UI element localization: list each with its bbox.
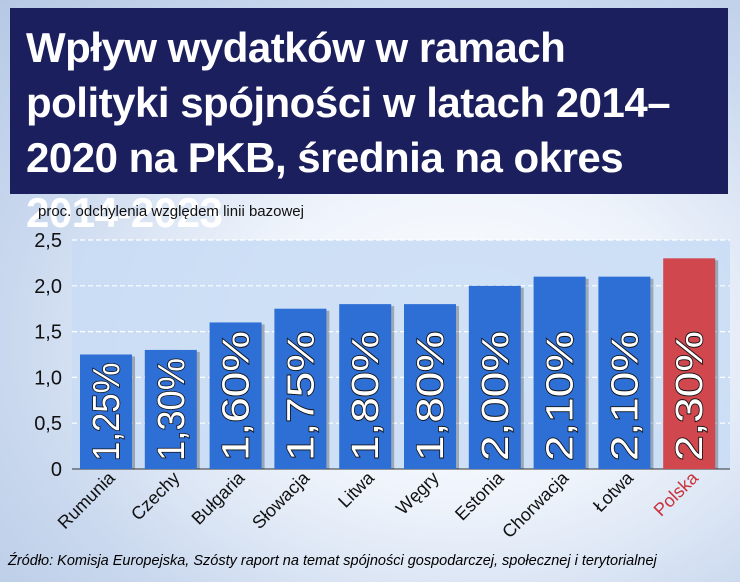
x-tick-label: Bułgaria [188,467,250,529]
data-label: 1,60% [216,331,258,461]
bar-litwa [339,304,392,469]
bar-chorwacja [533,276,586,469]
data-label: 1,80% [345,331,387,461]
y-tick-label: 0,5 [34,413,62,435]
x-tick-label: Polska [650,467,703,520]
bar-polska [663,258,716,469]
data-label: 2,10% [604,331,646,461]
source-note: Źródło: Komisja Europejska, Szósty rapor… [8,553,657,569]
x-tick-label: Estonia [451,467,508,524]
bar-czechy [144,349,197,469]
y-axis-label: proc. odchylenia względem linii bazowej [38,203,304,220]
y-tick-label: 1,5 [34,322,62,344]
y-tick-label: 0 [51,459,62,481]
x-tick-label: Litwa [334,467,379,512]
x-tick-label: Łotwa [589,467,638,516]
data-label: 1,30% [151,358,193,461]
bar-węgry [404,304,456,469]
x-tick-label: Rumunia [54,467,120,533]
y-tick-label: 1,0 [34,367,62,389]
chart-title: Wpływ wydatków w ramach polityki spójnoś… [26,24,671,236]
bar-łotwa [598,276,651,469]
x-tick-label: Czechy [127,468,184,525]
data-label: 1,80% [410,331,452,461]
x-tick-label: Węgry [392,468,443,519]
bar-bułgaria [209,322,262,469]
data-label: 1,25% [86,363,128,462]
x-tick-label: Chorwacja [498,467,573,542]
y-tick-label: 2,5 [34,230,62,252]
data-label: 2,10% [540,331,582,461]
data-label: 2,00% [475,331,517,461]
bar-słowacja [274,308,327,469]
x-tick-label: Słowacja [248,467,314,533]
y-tick-label: 2,0 [34,276,62,298]
title-banner: Wpływ wydatków w ramach polityki spójnoś… [10,8,728,236]
data-label: 1,75% [280,331,322,461]
bar-rumunia [80,354,132,469]
data-label: 2,30% [669,331,711,461]
bar-estonia [468,285,521,469]
